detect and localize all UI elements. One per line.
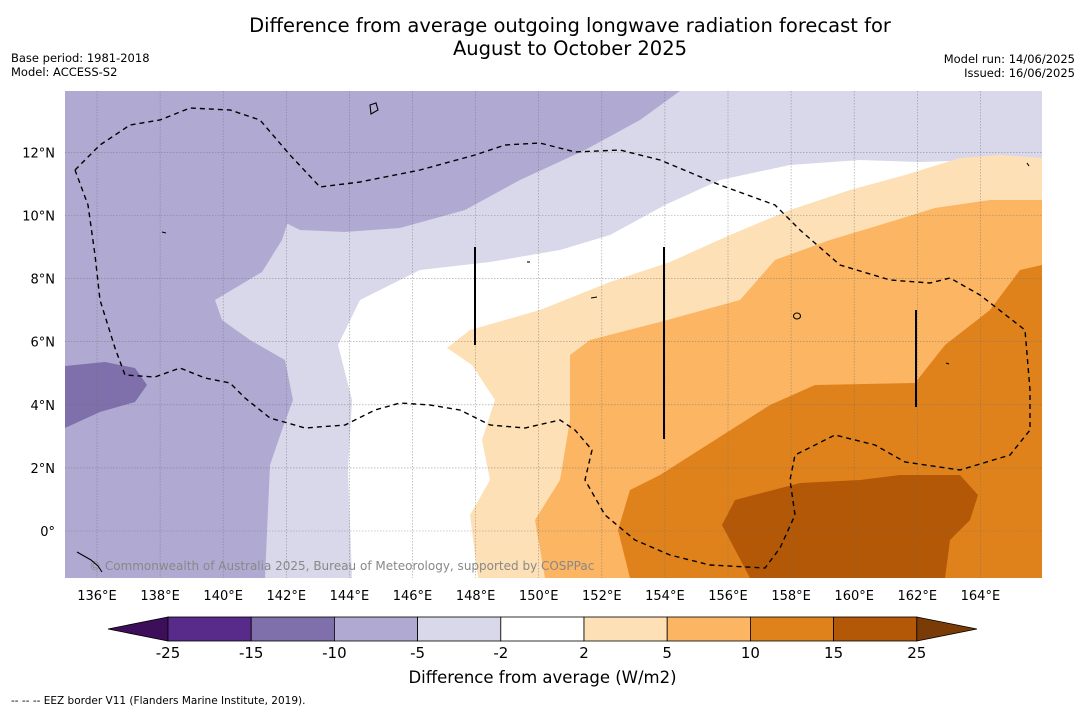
longitude-tick-label: 148°E <box>456 589 496 604</box>
longitude-tick-label: 136°E <box>77 589 117 604</box>
eez-footnote: -- -- -- EEZ border V11 (Flanders Marine… <box>11 695 306 707</box>
latitude-tick-labels: 12°N 10°N 8°N 6°N 4°N 2°N 0° <box>22 146 55 540</box>
meta-right: Model run: 14/06/2025 Issued: 16/06/2025 <box>944 52 1075 80</box>
title-line-1: Difference from average outgoing longwav… <box>249 14 891 37</box>
colorbar-segment <box>333 616 418 642</box>
chart-title: Difference from average outgoing longwav… <box>0 14 1085 60</box>
islands <box>76 102 1030 573</box>
colorbar-segment <box>417 616 502 642</box>
colorbar-tick-label: 25 <box>907 644 926 662</box>
field-plus15-band <box>722 475 978 578</box>
latitude-tick-label: 0° <box>40 525 55 540</box>
colorbar-extend-high <box>916 616 978 642</box>
colorbar-tick-label: 2 <box>579 644 589 662</box>
longitude-tick-labels: 136°E 138°E 140°E 142°E 144°E 146°E 148°E 150°E… <box>77 589 1000 604</box>
colorbar-segment <box>666 616 751 642</box>
latitude-tick-label: 4°N <box>31 399 56 414</box>
latitude-tick-label: 6°N <box>31 336 56 351</box>
meridian-markers <box>474 247 917 439</box>
latitude-tick-label: 8°N <box>31 273 56 288</box>
longitude-tick-label: 164°E <box>961 589 1001 604</box>
latitude-tick-label: 2°N <box>31 462 56 477</box>
field-minus10-band-north <box>280 91 680 232</box>
longitude-tick-label: 156°E <box>708 589 748 604</box>
longitude-tick-label: 162°E <box>898 589 938 604</box>
base-period: Base period: 1981-2018 <box>11 51 150 65</box>
colorbar: -25 -15 -10 -5 -2 2 5 10 15 25 <box>107 616 978 662</box>
colorbar-segment <box>167 616 252 642</box>
longitude-tick-label: 160°E <box>834 589 874 604</box>
longitude-tick-label: 142°E <box>267 589 307 604</box>
field-minus10-band-west <box>65 91 320 578</box>
eez-borders <box>74 107 1031 569</box>
colorbar-tick-label: -15 <box>239 644 264 662</box>
island-outline <box>945 362 950 365</box>
island-outline <box>161 231 167 234</box>
island-outline <box>76 551 103 573</box>
colorbar-segment <box>750 616 835 642</box>
field-minus15-patch <box>65 362 147 428</box>
longitude-tick-label: 140°E <box>203 589 243 604</box>
latitude-tick-label: 10°N <box>22 210 55 225</box>
colorbar-segment <box>250 616 335 642</box>
colorbar-tick-label: 15 <box>824 644 843 662</box>
colorbar-tick-label: 5 <box>662 644 672 662</box>
island-outline <box>590 296 598 299</box>
eez-border-west <box>74 107 1031 569</box>
longitude-tick-label: 158°E <box>771 589 811 604</box>
model-name: Model: ACCESS-S2 <box>11 65 118 79</box>
colorbar-segment <box>500 616 585 642</box>
island-outline <box>369 102 379 115</box>
meta-left: Base period: 1981-2018 Model: ACCESS-S2 <box>11 51 150 79</box>
colorbar-title: Difference from average (W/m2) <box>408 668 677 687</box>
map-panel: © Commonwealth of Australia 2025, Bureau… <box>65 91 1042 578</box>
colorbar-tick-label: -5 <box>410 644 425 662</box>
longitude-tick-label: 154°E <box>645 589 685 604</box>
island-outline <box>1026 162 1030 167</box>
issued-date: Issued: 16/06/2025 <box>964 66 1075 80</box>
colorbar-segment <box>833 616 918 642</box>
longitude-tick-label: 152°E <box>582 589 622 604</box>
longitude-tick-label: 150°E <box>519 589 559 604</box>
colorbar-extend-low <box>107 616 169 642</box>
longitude-tick-label: 144°E <box>330 589 370 604</box>
colorbar-tick-label: 10 <box>741 644 760 662</box>
title-line-2: August to October 2025 <box>452 37 688 60</box>
grid-lines <box>65 91 1042 578</box>
colorbar-segment <box>583 616 668 642</box>
longitude-tick-label: 138°E <box>140 589 180 604</box>
longitude-tick-label: 146°E <box>393 589 433 604</box>
latitude-tick-label: 12°N <box>22 146 55 161</box>
colorbar-tick-label: -25 <box>156 644 181 662</box>
model-run: Model run: 14/06/2025 <box>943 52 1075 66</box>
copyright-notice: © Commonwealth of Australia 2025, Bureau… <box>89 559 594 573</box>
colorbar-tick-label: -2 <box>493 644 508 662</box>
island-outline <box>792 312 802 320</box>
colorbar-tick-label: -10 <box>322 644 347 662</box>
